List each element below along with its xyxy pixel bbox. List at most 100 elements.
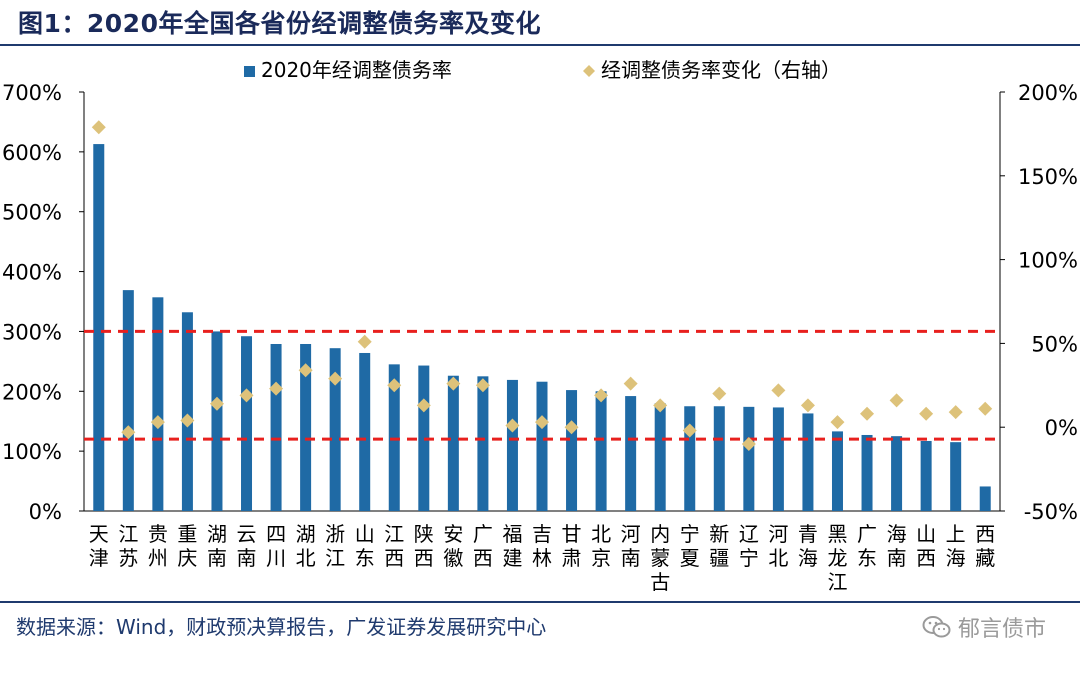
x-tick-label: 江 [384,522,404,546]
marker [180,413,195,428]
marker [771,383,786,398]
bar [122,290,134,511]
marker [91,120,106,135]
x-tick-label: 河 [768,522,788,546]
marker [416,398,431,413]
bar-series [93,144,991,511]
marker [121,425,136,440]
x-tick-label: 南 [621,546,641,570]
x-axis-labels: 天津江苏贵州重庆湖南云南四川湖北浙江山东江西陕西安徽广西福建吉林甘肃北京河南内蒙… [89,522,995,594]
x-tick-label: 林 [532,546,552,570]
marker [387,378,402,393]
marker [919,406,934,421]
x-tick-label: 新 [709,522,729,546]
right-axis: -50% 0% 50% 100% 150% 200% [999,81,1078,524]
right-tick-label: 100% [1018,249,1078,273]
marker [948,405,963,420]
marker [623,376,638,391]
wechat-icon [922,616,951,638]
bar [743,406,755,511]
marker [239,388,254,403]
bar [861,434,873,511]
bar [802,413,814,511]
x-tick-label: 重 [177,522,197,546]
bar [979,486,991,511]
x-tick-label: 海 [798,546,818,570]
right-tick-label: 0% [1045,416,1078,440]
bar [241,336,253,511]
marker [150,415,165,430]
left-tick-label: 500% [2,201,62,225]
right-tick-label: 150% [1018,165,1078,189]
x-tick-label: 南 [237,546,257,570]
x-tick-label: 西 [916,546,936,570]
x-tick-label: 山 [916,522,936,546]
x-tick-label: 州 [148,546,168,570]
x-tick-label: 甘 [562,522,582,546]
marker [505,418,520,433]
bar [447,375,459,511]
bar [300,343,312,511]
x-tick-label: 广 [857,522,877,546]
x-tick-label: 湖 [296,522,316,546]
x-tick-label: 庆 [177,546,197,570]
legend-marker-label: 经调整债务率变化（右轴） [601,58,841,82]
x-tick-label: 江 [118,522,138,546]
marker [653,398,668,413]
x-tick-label: 辽 [739,522,759,546]
marker [298,363,313,378]
x-tick-label: 古 [650,570,670,594]
x-tick-label: 建 [502,546,522,570]
marker [446,376,461,391]
left-tick-label: 600% [2,141,62,165]
bar [211,331,223,511]
legend-bar-label: 2020年经调整债务率 [261,58,452,82]
x-tick-label: 黑 [827,522,847,546]
bar [359,352,371,511]
x-tick-label: 福 [502,522,522,546]
x-tick-label: 浙 [325,522,345,546]
x-tick-label: 湖 [207,522,227,546]
x-tick-label: 津 [89,546,109,570]
bar [684,406,696,511]
chart: 2020年经调整债务率 经调整债务率变化（右轴） 0% 100% 200% 300% 40… [2,58,1078,594]
bar [625,396,637,511]
marker [269,381,284,396]
bar [891,436,903,511]
x-tick-label: 四 [266,522,286,546]
bar [152,297,164,511]
marker [712,386,727,401]
x-tick-label: 龙 [827,546,847,570]
left-tick-label: 700% [2,81,62,105]
marker [535,415,549,430]
x-tick-label: 北 [768,546,788,570]
bar [772,407,784,511]
legend-bar-swatch [244,66,255,77]
bar [595,391,607,511]
x-tick-label: 天 [89,522,109,546]
right-tick-label: -50% [1024,500,1078,524]
bar [713,406,725,511]
marker [328,371,343,386]
bar [654,403,666,511]
bar [270,343,282,511]
x-tick-label: 西 [414,546,434,570]
x-tick-label: 河 [621,522,641,546]
x-tick-label: 西 [384,546,404,570]
marker [860,406,875,421]
left-tick-label: 300% [2,320,62,344]
marker [357,334,372,349]
bar [950,442,962,511]
source-note: 数据来源：Wind，财政预决算报告，广发证券发展研究中心 [16,615,547,639]
right-tick-label: 50% [1031,332,1078,356]
bar [920,440,932,511]
marker [682,423,697,438]
marker-series [91,120,993,451]
marker [209,396,224,411]
bar [181,312,193,511]
bar [477,376,489,511]
x-tick-label: 宁 [739,546,759,570]
x-tick-label: 宁 [680,522,700,546]
x-tick-label: 广 [473,522,493,546]
x-tick-label: 内 [650,522,670,546]
